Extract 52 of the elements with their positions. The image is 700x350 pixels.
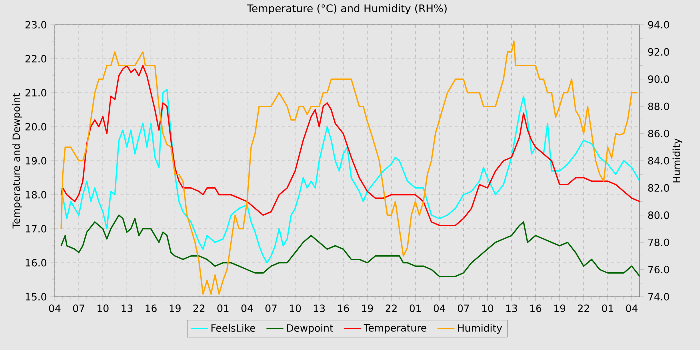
y2-tick-label: 74.0 — [648, 293, 670, 301]
x-tick-label: 07 — [266, 304, 277, 312]
y-tick-label: 23.0 — [26, 21, 47, 29]
x-tick-label: 16 — [338, 304, 350, 312]
x-tick-label: 07 — [73, 304, 85, 312]
y-tick-label: 22.0 — [26, 55, 47, 63]
x-tick-label: 13 — [314, 304, 325, 312]
x-tick-label: 13 — [122, 304, 133, 312]
legend-label: Dewpoint — [287, 324, 334, 334]
y2-tick-label: 82.0 — [648, 184, 670, 192]
x-tick-label: 01 — [410, 304, 422, 312]
x-tick-label: 04 — [49, 304, 61, 312]
x-tick-label: 16 — [146, 304, 157, 312]
x-tick-label: 10 — [98, 304, 109, 312]
x-tick-label: 19 — [362, 304, 374, 312]
y2-tick-label: 94.0 — [648, 21, 670, 29]
x-tick-label: 19 — [554, 304, 566, 312]
y2-tick-label: 90.0 — [648, 76, 670, 84]
y2-tick-label: 76.0 — [648, 266, 670, 274]
y2-axis-title: Humidity — [672, 138, 682, 183]
x-tick-label: 13 — [506, 304, 518, 312]
x-tick-label: 01 — [218, 304, 229, 312]
legend-label: FeelsLike — [212, 324, 256, 332]
x-tick-label: 04 — [242, 304, 254, 312]
y-axis-title: Temperature and Dewpoint — [12, 93, 22, 229]
y-tick-label: 21.0 — [26, 89, 47, 97]
x-tick-label: 22 — [194, 304, 205, 312]
y-tick-label: 20.0 — [26, 123, 47, 131]
y-tick-label: 19.0 — [26, 157, 47, 165]
legend-label: Humidity — [458, 324, 502, 334]
y2-tick-label: 86.0 — [648, 130, 670, 138]
x-tick-label: 10 — [290, 304, 302, 312]
y2-tick-label: 84.0 — [648, 157, 670, 165]
y2-tick-label: 88.0 — [648, 102, 670, 110]
y-tick-label: 15.0 — [26, 293, 47, 301]
x-tick-label: 01 — [602, 304, 614, 312]
chart-title: Temperature (°C) and Humidity (RH%) — [247, 4, 447, 15]
x-tick-label: 07 — [458, 304, 470, 312]
x-tick-label: 04 — [626, 304, 638, 312]
x-tick-label: 22 — [386, 304, 397, 312]
y-tick-label: 17.0 — [26, 225, 47, 233]
x-tick-label: 04 — [434, 304, 446, 312]
x-tick-label: 10 — [482, 304, 494, 312]
x-tick-label: 22 — [578, 304, 590, 312]
x-tick-label: 16 — [530, 304, 542, 312]
legend-label: Temperature — [364, 324, 427, 334]
y-tick-label: 18.0 — [26, 191, 47, 199]
y2-tick-label: 78.0 — [648, 238, 670, 246]
y-tick-label: 16.0 — [26, 259, 47, 267]
x-tick-label: 19 — [170, 304, 181, 312]
y2-tick-label: 80.0 — [648, 212, 670, 220]
y2-tick-label: 92.0 — [648, 48, 670, 56]
